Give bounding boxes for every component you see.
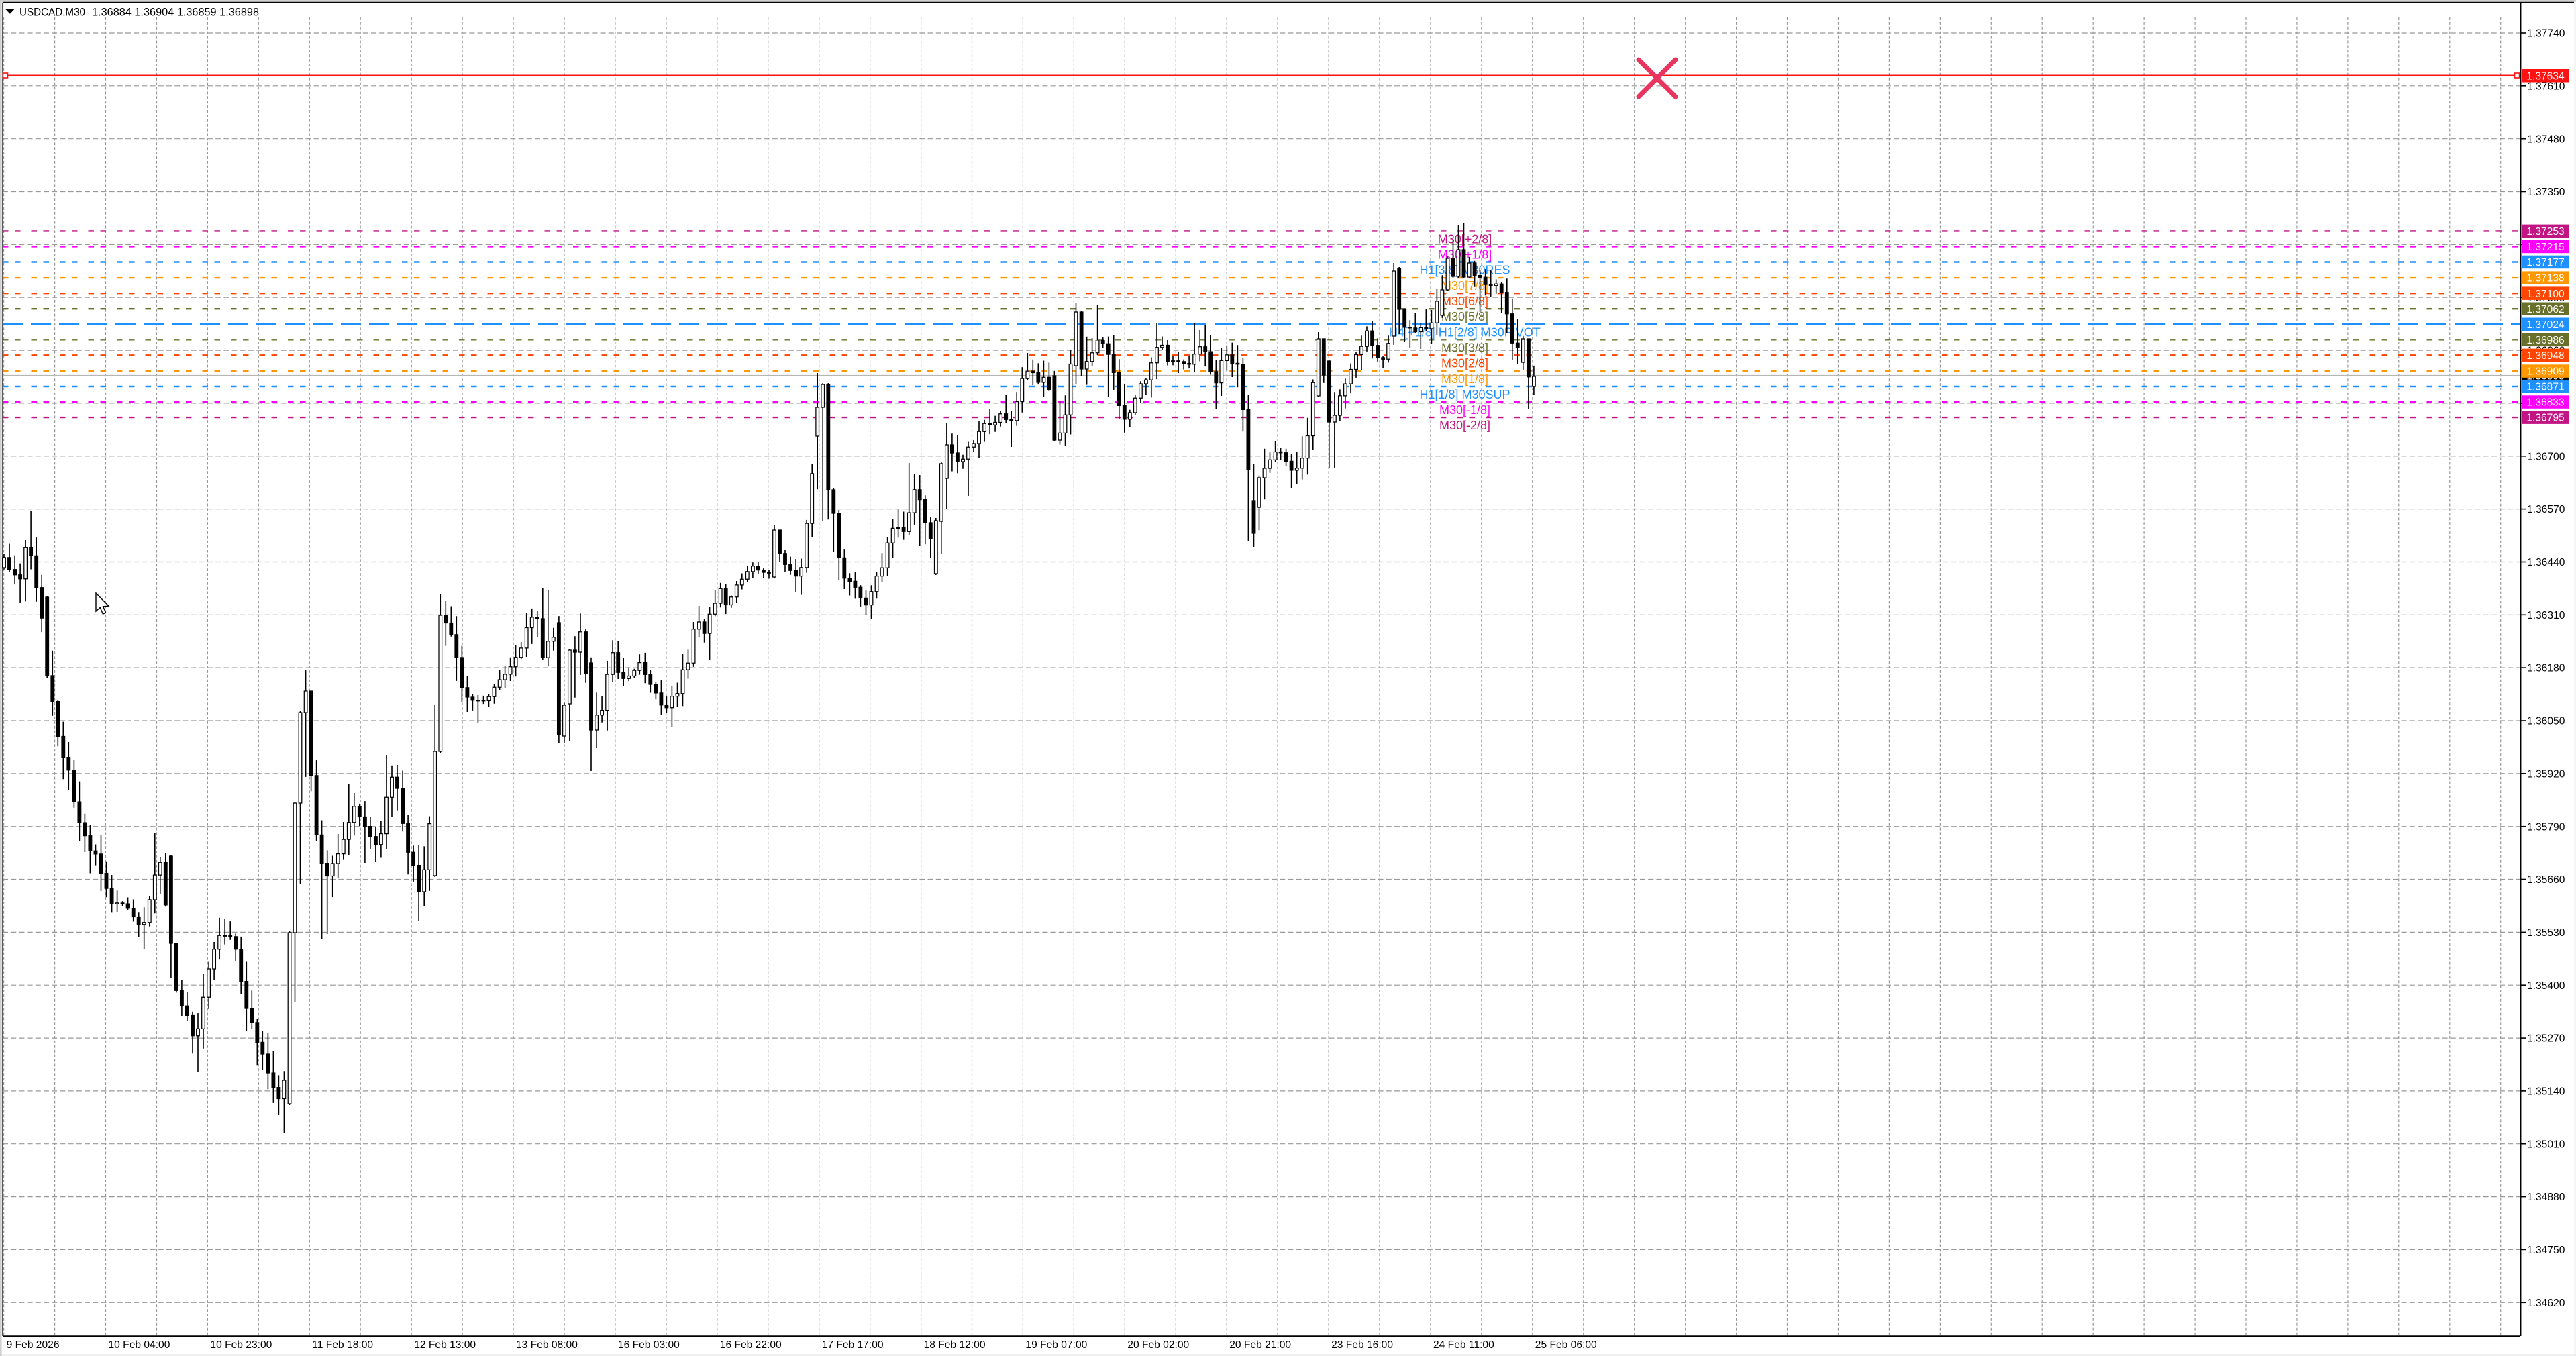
svg-text:M30[+2/8]: M30[+2/8] [1438, 232, 1492, 246]
svg-text:USDCAD,M30: USDCAD,M30 [19, 6, 85, 18]
svg-text:H1[1/8] M30SUP: H1[1/8] M30SUP [1419, 388, 1510, 401]
svg-text:1.37100: 1.37100 [2526, 289, 2565, 300]
svg-text:1.36795: 1.36795 [2526, 413, 2565, 424]
svg-text:1.35140: 1.35140 [2527, 1086, 2565, 1098]
svg-text:1.36986: 1.36986 [2526, 335, 2564, 346]
svg-text:1.37740: 1.37740 [2527, 28, 2565, 40]
svg-text:M30[-1/8]: M30[-1/8] [1439, 403, 1490, 417]
svg-text:1.37177: 1.37177 [2526, 257, 2564, 268]
svg-text:9 Feb 2026: 9 Feb 2026 [7, 1339, 60, 1351]
svg-text:1.34750: 1.34750 [2527, 1245, 2565, 1256]
svg-text:12 Feb 13:00: 12 Feb 13:00 [414, 1339, 476, 1351]
svg-text:16 Feb 03:00: 16 Feb 03:00 [618, 1339, 680, 1351]
svg-text:M30[2/8]: M30[2/8] [1441, 356, 1488, 370]
svg-text:1.35010: 1.35010 [2527, 1139, 2565, 1150]
svg-text:M30[5/8]: M30[5/8] [1441, 310, 1488, 323]
svg-text:M30[6/8]: M30[6/8] [1441, 295, 1488, 308]
svg-text:1.35660: 1.35660 [2527, 874, 2565, 886]
svg-text:M30[3/8]: M30[3/8] [1441, 341, 1488, 354]
svg-text:1.35270: 1.35270 [2527, 1033, 2565, 1045]
svg-text:1.36871: 1.36871 [2526, 382, 2564, 393]
svg-text:1.37024: 1.37024 [2526, 319, 2565, 331]
svg-text:1.36948: 1.36948 [2526, 350, 2564, 362]
svg-text:13 Feb 08:00: 13 Feb 08:00 [516, 1339, 578, 1351]
svg-text:1.37350: 1.37350 [2527, 187, 2565, 198]
svg-text:M30[-2/8]: M30[-2/8] [1439, 419, 1490, 432]
svg-text:1.34620: 1.34620 [2527, 1298, 2565, 1309]
svg-text:1.36700: 1.36700 [2527, 451, 2565, 462]
svg-text:16 Feb 22:00: 16 Feb 22:00 [720, 1339, 782, 1351]
svg-text:1.35530: 1.35530 [2527, 927, 2565, 939]
svg-text:1.35920: 1.35920 [2527, 768, 2565, 780]
svg-text:1.34880: 1.34880 [2527, 1192, 2565, 1203]
svg-text:1.35790: 1.35790 [2527, 821, 2565, 833]
svg-text:25 Feb 06:00: 25 Feb 06:00 [1535, 1339, 1597, 1351]
svg-text:20 Feb 02:00: 20 Feb 02:00 [1127, 1339, 1189, 1351]
svg-text:1.37062: 1.37062 [2526, 304, 2564, 315]
svg-text:1.36180: 1.36180 [2527, 663, 2565, 674]
svg-text:1.36909: 1.36909 [2526, 366, 2564, 378]
svg-text:1.36833: 1.36833 [2526, 397, 2564, 409]
svg-text:17 Feb 17:00: 17 Feb 17:00 [822, 1339, 884, 1351]
svg-text:24 Feb 11:00: 24 Feb 11:00 [1433, 1339, 1494, 1351]
svg-text:18 Feb 12:00: 18 Feb 12:00 [924, 1339, 986, 1351]
svg-text:23 Feb 16:00: 23 Feb 16:00 [1331, 1339, 1393, 1351]
svg-text:10 Feb 04:00: 10 Feb 04:00 [109, 1339, 170, 1351]
svg-text:20 Feb 21:00: 20 Feb 21:00 [1229, 1339, 1291, 1351]
svg-text:1.36440: 1.36440 [2527, 557, 2565, 568]
svg-text:H4[+1/8] H1[2/8] M30PIVOT: H4[+1/8] H1[2/8] M30PIVOT [1389, 325, 1541, 339]
svg-text:1.36050: 1.36050 [2527, 716, 2565, 727]
svg-text:1.37480: 1.37480 [2527, 134, 2565, 145]
svg-text:11 Feb 18:00: 11 Feb 18:00 [312, 1339, 373, 1351]
svg-text:1.37138: 1.37138 [2526, 273, 2564, 284]
svg-text:1.37215: 1.37215 [2526, 242, 2565, 253]
svg-text:1.36310: 1.36310 [2527, 610, 2565, 621]
svg-text:19 Feb 07:00: 19 Feb 07:00 [1025, 1339, 1087, 1351]
svg-text:1.37634: 1.37634 [2526, 70, 2565, 82]
svg-text:1.37253: 1.37253 [2526, 226, 2564, 238]
svg-text:M30[7/8]: M30[7/8] [1441, 279, 1488, 293]
svg-text:10 Feb 23:00: 10 Feb 23:00 [210, 1339, 272, 1351]
svg-text:1.35400: 1.35400 [2527, 980, 2565, 992]
svg-text:1.36570: 1.36570 [2527, 504, 2565, 515]
svg-text:1.36884 1.36904 1.36859 1.3689: 1.36884 1.36904 1.36859 1.36898 [92, 6, 259, 18]
svg-text:1.37610: 1.37610 [2527, 81, 2565, 92]
svg-text:M30[1/8]: M30[1/8] [1441, 372, 1488, 386]
